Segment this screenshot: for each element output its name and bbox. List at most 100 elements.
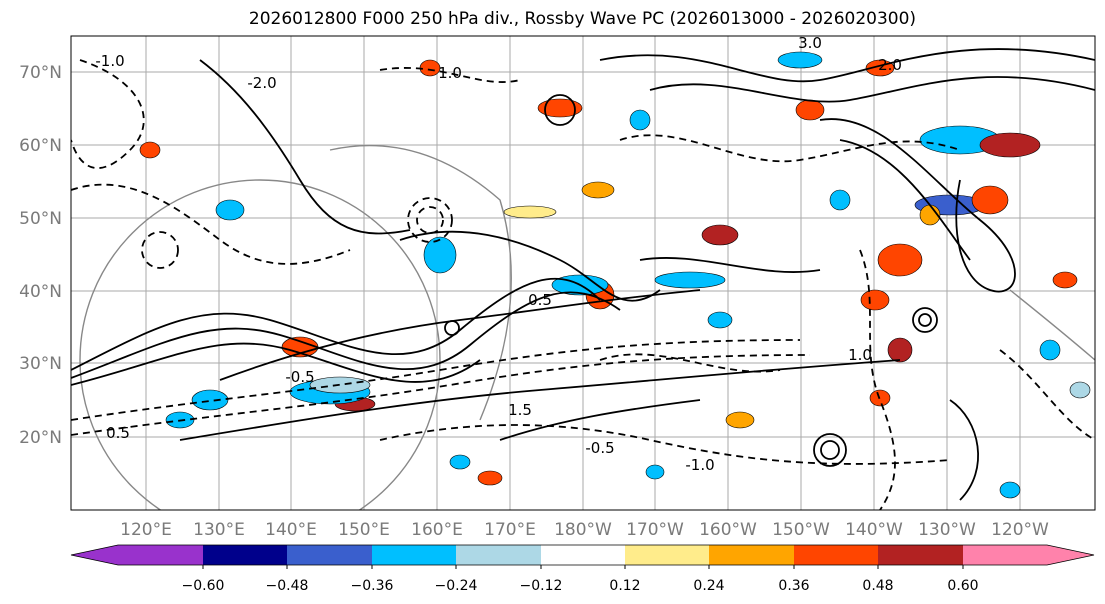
contour-line-negative: [71, 183, 351, 265]
divergence-blob: [979, 132, 1041, 158]
longitude-label: 140°E: [265, 520, 317, 540]
contour-label: 0.5: [528, 291, 552, 309]
divergence-blob: [477, 470, 503, 486]
contour-closed-negative: [416, 206, 444, 234]
colorbar-tick-label: −0.48: [266, 578, 309, 594]
colorbar-segment: [709, 545, 794, 565]
colorbar-tick-label: 0.12: [609, 578, 640, 594]
contour-label: -1.0: [685, 456, 714, 474]
divergence-blob: [537, 98, 583, 118]
contour-label: -0.5: [285, 368, 314, 386]
colorbar-segment: [541, 545, 625, 565]
longitude-label: 170°W: [626, 520, 684, 540]
contour-line-negative: [379, 67, 521, 83]
colorbar-extend-low: [71, 545, 118, 565]
longitude-axis: 120°E 130°E 140°E 150°E 160°E 170°E 180°W 170°W…: [120, 520, 1049, 540]
longitude-label: 130°E: [193, 520, 245, 540]
divergence-blob: [707, 311, 733, 329]
longitude-label: 120°W: [991, 520, 1049, 540]
contour-line: [839, 139, 971, 261]
contour-closed: [444, 320, 460, 336]
contour-closed: [912, 307, 938, 333]
latitude-label: 30°N: [19, 354, 62, 374]
divergence-blob: [725, 411, 755, 429]
longitude-label: 160°W: [699, 520, 757, 540]
contour-closed: [813, 433, 847, 467]
latitude-label: 40°N: [19, 282, 62, 302]
contour-line: [819, 118, 1016, 293]
map-panel: -1.0 -2.0 1.0 -0.5 0.5 3.0 2.0 1.5 0.5 -0.5 -1.0 1.…: [70, 34, 1096, 511]
divergence-blob: [829, 189, 851, 211]
contour-line: [649, 76, 1095, 103]
contour-line-negative: [71, 354, 811, 436]
contour-line: [199, 59, 411, 235]
contour-line: [949, 399, 980, 501]
contour-line: [399, 230, 661, 302]
divergence-blob: [860, 289, 890, 311]
divergence-blob: [877, 243, 923, 277]
contour-label: -1.0: [95, 52, 124, 70]
contour-line-negative: [599, 353, 781, 373]
divergence-blob: [449, 454, 471, 470]
colorbar-segment: [625, 545, 709, 565]
colorbar-outline: [70, 544, 1095, 566]
divergence-blob: [1069, 381, 1091, 399]
latitude-label: 60°N: [19, 136, 62, 156]
divergence-blob: [581, 181, 615, 199]
contour-label: 1.5: [508, 401, 532, 419]
colorbar-tick-label: 0.60: [947, 578, 978, 594]
contour-line-negative: [71, 339, 801, 421]
contour-label: 3.0: [798, 34, 822, 52]
divergence-blob: [139, 141, 161, 159]
colorbar-segment: [794, 545, 878, 565]
map-title: 2026012800 F000 250 hPa div., Rossby Wav…: [248, 9, 917, 29]
longitude-label: 150°E: [338, 520, 390, 540]
contour-label: -0.5: [585, 439, 614, 457]
contours-negative: [71, 59, 1095, 510]
coastline-arc: [1009, 289, 1095, 361]
latitude-label: 20°N: [19, 428, 62, 448]
contour-closed-negative: [407, 197, 453, 243]
contour-line-negative: [999, 349, 1095, 441]
colorbar-extend-high: [1047, 545, 1094, 565]
contour-line-negative: [379, 424, 951, 465]
divergence-blob: [777, 51, 823, 69]
contour-line: [71, 342, 481, 386]
map-frame: [70, 35, 1096, 511]
longitude-label: 120°E: [120, 520, 172, 540]
latitude-axis: 70°N 60°N 50°N 40°N 30°N 20°N: [19, 63, 62, 448]
contour-closed: [820, 440, 840, 460]
colorbar-tick-label: −0.24: [435, 578, 478, 594]
longitude-label: 180°W: [554, 520, 612, 540]
contour-line: [179, 359, 901, 441]
colorbar-tick-label: −0.36: [351, 578, 394, 594]
projection-arc: [79, 179, 441, 510]
longitude-label: 130°W: [918, 520, 976, 540]
longitude-label: 140°W: [845, 520, 903, 540]
colorbar-segment: [456, 545, 541, 565]
gridlines: [71, 36, 1095, 510]
contour-label: 0.5: [106, 424, 130, 442]
divergence-blob: [191, 389, 229, 411]
colorbar-segment: [963, 545, 1047, 565]
divergence-blob: [654, 271, 726, 289]
colorbar-tick-label: 0.36: [778, 578, 809, 594]
divergence-blob: [1052, 271, 1078, 289]
latitude-label: 50°N: [19, 209, 62, 229]
contour-line-negative: [71, 59, 145, 169]
divergence-blob: [645, 464, 665, 480]
colorbar: −0.60 −0.48 −0.36 −0.24 −0.12 0.12 0.24 0.36 0.4…: [70, 544, 1095, 594]
longitude-label: 150°W: [772, 520, 830, 540]
divergence-blob: [971, 185, 1009, 215]
contour-label: 1.0: [848, 346, 872, 364]
contour-line: [219, 289, 701, 381]
colorbar-segment: [203, 545, 287, 565]
contour-closed: [544, 94, 576, 126]
divergence-blob: [887, 337, 913, 363]
contour-line: [71, 291, 621, 379]
divergence-blob: [701, 224, 739, 246]
latitude-label: 70°N: [19, 63, 62, 83]
contour-line: [639, 257, 821, 273]
colorbar-tick-label: −0.12: [520, 578, 563, 594]
